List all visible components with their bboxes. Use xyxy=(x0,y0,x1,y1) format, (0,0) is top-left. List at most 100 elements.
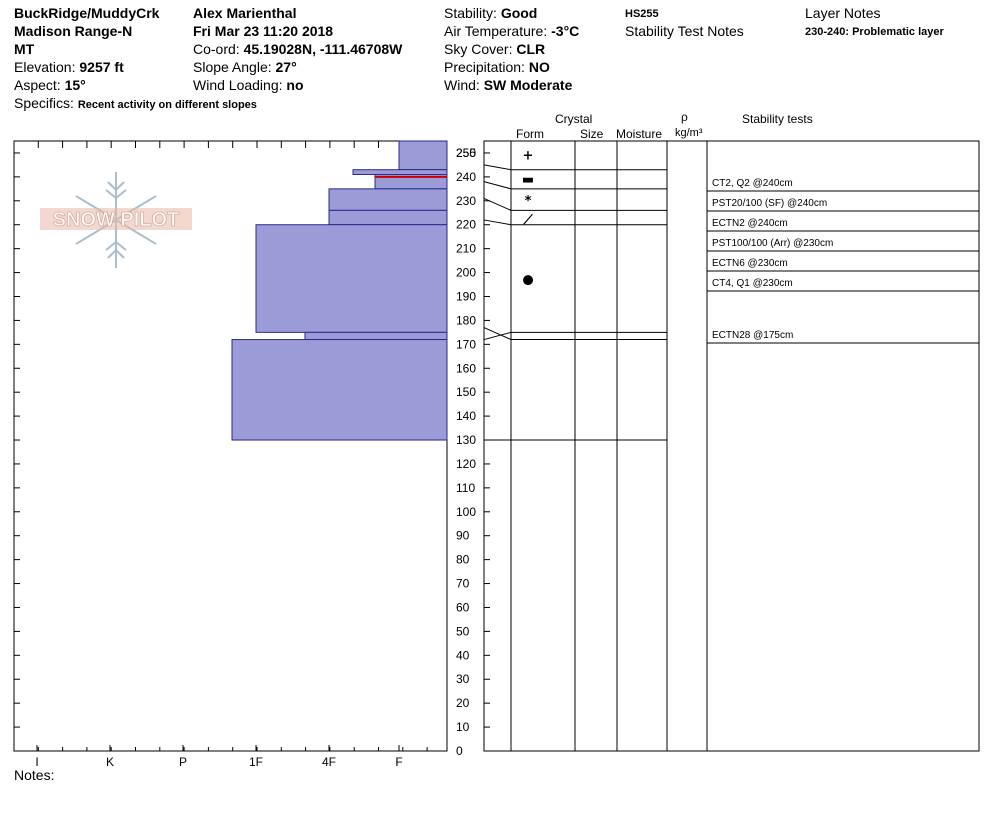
wind: Wind: SW Moderate xyxy=(444,76,572,94)
grain-form-symbol: ▬ xyxy=(522,172,534,187)
grain-form-symbol: ⟋ xyxy=(522,213,533,228)
moisture-header: Moisture xyxy=(616,127,663,141)
depth-tick-label: 20 xyxy=(456,696,470,710)
observation-datetime: Fri Mar 23 11:20 2018 xyxy=(193,23,334,39)
wind-label: Wind: xyxy=(444,77,484,93)
hardness-plot-frame xyxy=(13,140,448,752)
snow-layer-bar xyxy=(352,169,448,175)
stability-test-entry: PST100/100 (Arr) @230cm xyxy=(712,238,833,249)
form-header: Form xyxy=(516,127,544,141)
grain-form-symbol: ● xyxy=(522,273,533,288)
specifics-label: Specifics: xyxy=(14,95,78,111)
layer-notes-title: Layer Notes xyxy=(805,5,881,21)
elevation-value: 9257 ft xyxy=(79,59,124,75)
sky-cover: Sky Cover: CLR xyxy=(444,40,545,58)
depth-tick-label: 0 xyxy=(456,744,463,758)
depth-tick-label: 140 xyxy=(456,409,476,423)
hardness-label: I xyxy=(35,755,38,769)
logo-text: SNOW PILOT xyxy=(53,209,180,231)
coord-label: Co-ord: xyxy=(193,41,244,57)
snow-layer-bar xyxy=(398,140,448,171)
layer-connector xyxy=(483,164,512,171)
grain-form-symbol: * xyxy=(525,194,532,209)
layer-note: 230-240: Problematic layer xyxy=(805,26,944,38)
logo-band xyxy=(40,208,192,230)
stability-value: Good xyxy=(500,5,538,21)
depth-tick-label: 110 xyxy=(456,481,475,495)
density-symbol: ρ xyxy=(681,110,688,124)
depth-tick-label: 200 xyxy=(456,266,476,280)
size-header: Size xyxy=(580,127,604,141)
stability-test-entry: CT2, Q2 @240cm xyxy=(712,178,793,189)
grain-form-symbol: + xyxy=(523,148,534,163)
depth-tick-label: 40 xyxy=(456,648,470,662)
stability-test-entry: PST20/100 (SF) @240cm xyxy=(712,198,827,209)
wind-loading: Wind Loading: no xyxy=(193,76,304,94)
density-unit: kg/m³ xyxy=(675,127,703,139)
elevation-label: Elevation: xyxy=(14,59,80,75)
stability: Stability: Good xyxy=(444,4,537,22)
layer-connector xyxy=(483,219,512,226)
hardness-label: 1F xyxy=(249,755,263,769)
depth-tick-label: 210 xyxy=(456,242,476,256)
coord-value: 45.19028N, -111.46708W xyxy=(243,41,403,57)
notes-label: Notes: xyxy=(14,767,55,783)
stability-test-entry: CT4, Q1 @230cm xyxy=(712,278,793,289)
air-temperature: Air Temperature: -3°C xyxy=(444,22,579,40)
depth-tick-label: 180 xyxy=(456,313,476,327)
aspect-value: 15° xyxy=(64,77,86,93)
aspect-label: Aspect: xyxy=(14,77,65,93)
sky-value: CLR xyxy=(516,41,546,57)
snow-layer-bar xyxy=(328,188,448,211)
depth-tick-label: 30 xyxy=(456,672,470,686)
depth-tick-label: 70 xyxy=(456,577,470,591)
stability-test-entry: ECTN2 @240cm xyxy=(712,218,788,229)
depth-tick-label: 60 xyxy=(456,600,470,614)
range-name: Madison Range-N xyxy=(14,23,133,39)
precipitation: Precipitation: NO xyxy=(444,58,550,76)
depth-tick-label: 250 xyxy=(456,146,476,160)
depth-tick-label: 220 xyxy=(456,218,476,232)
depth-tick-label: 150 xyxy=(456,385,476,399)
precip-label: Precipitation: xyxy=(444,59,529,75)
observer-name: Alex Marienthal xyxy=(193,5,297,21)
depth-tick-label: 130 xyxy=(456,433,476,447)
slope-label: Slope Angle: xyxy=(193,59,276,75)
profile-table-frame xyxy=(483,140,980,752)
sky-label: Sky Cover: xyxy=(444,41,517,57)
depth-tick-label: 230 xyxy=(456,194,476,208)
wind-value: SW Moderate xyxy=(483,77,573,93)
snow-layer-bar xyxy=(255,224,448,333)
depth-tick-label: 10 xyxy=(456,720,470,734)
wind-loading-value: no xyxy=(286,77,304,93)
stability-test-entry: ECTN28 @175cm xyxy=(712,330,793,341)
coordinates: Co-ord: 45.19028N, -111.46708W xyxy=(193,40,402,58)
snow-layer-bar xyxy=(304,331,448,341)
crystal-header: Crystal xyxy=(555,112,593,126)
layer-connector xyxy=(483,197,512,211)
depth-tick-label: 160 xyxy=(456,361,476,375)
location-name: BuckRidge/MuddyCrk xyxy=(14,5,160,21)
elevation: Elevation: 9257 ft xyxy=(14,58,124,76)
layer-connector xyxy=(483,181,512,190)
layer-connector xyxy=(483,331,512,341)
depth-tick-label: 170 xyxy=(456,337,476,351)
precip-value: NO xyxy=(528,59,550,75)
specifics: Specifics: Recent activity on different … xyxy=(14,94,257,114)
snowpilot-logo: SNOW PILOT xyxy=(40,172,192,268)
air-temp-value: -3°C xyxy=(551,23,580,39)
snow-layer-bar xyxy=(328,209,448,226)
stability-notes-title: Stability Test Notes xyxy=(625,23,744,39)
depth-tick-label: 80 xyxy=(456,553,470,567)
depth-tick-label: 90 xyxy=(456,529,470,543)
depth-tick-label: 190 xyxy=(456,289,476,303)
depth-tick-label: 50 xyxy=(456,624,470,638)
snow-layer-bar xyxy=(231,339,448,441)
stability-test-entry: ECTN6 @230cm xyxy=(712,258,788,269)
specifics-value: Recent activity on different slopes xyxy=(77,99,257,111)
depth-tick-label: 255 xyxy=(456,146,476,160)
aspect: Aspect: 15° xyxy=(14,76,86,94)
stability-label: Stability: xyxy=(444,5,501,21)
slope-value: 27° xyxy=(275,59,297,75)
